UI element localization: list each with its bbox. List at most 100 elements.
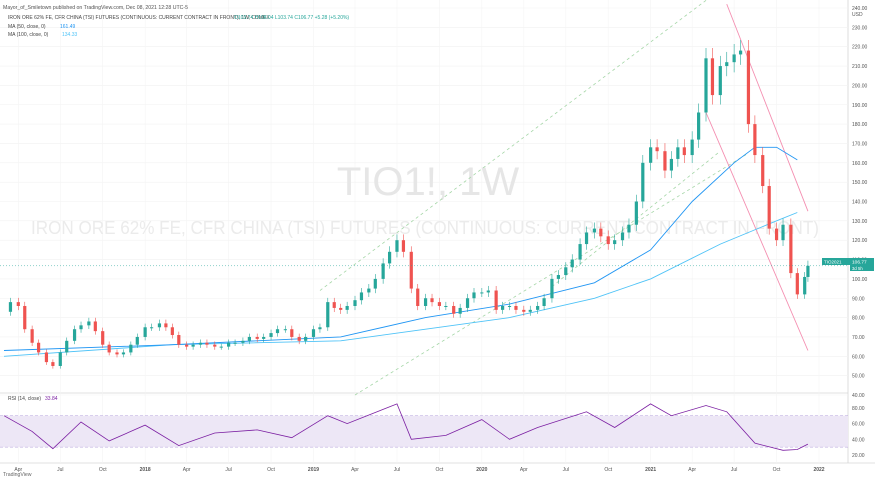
candle-body: [613, 240, 617, 245]
candle-body: [16, 302, 20, 306]
last-price-label: TIO2021: [824, 260, 842, 265]
time-tick-label: Oct: [436, 467, 444, 473]
downtrend-line: [726, 3, 809, 212]
candle-body: [283, 329, 287, 331]
time-tick-label: Apr: [351, 467, 359, 473]
candle-body: [143, 327, 147, 337]
candle-body: [227, 342, 231, 347]
candle-body: [480, 292, 484, 294]
candle-body: [663, 151, 667, 171]
candle-body: [669, 158, 674, 171]
candle-body: [556, 275, 561, 279]
ma50-label: MA (50, close, 0): [8, 24, 46, 30]
time-tick-label: Jul: [225, 467, 231, 473]
time-tick-label: Jul: [57, 467, 63, 473]
candle-body: [135, 336, 139, 345]
candle-body: [213, 344, 217, 347]
candle-body: [275, 329, 280, 334]
candle-body: [318, 327, 322, 330]
candle-body: [311, 329, 316, 337]
candle-body: [584, 232, 589, 245]
published-note: Mayor_of_Smiletown published on TradingV…: [3, 5, 188, 11]
watermark-name: IRON ORE 62% FE, CFR CHINA (TSI) FUTURES…: [31, 218, 819, 238]
candle-body: [8, 302, 13, 312]
candle-body: [761, 155, 765, 187]
candle-body: [746, 50, 751, 125]
candle-body: [738, 50, 743, 55]
candle-body: [641, 162, 645, 202]
price-tick-label: 180.00: [852, 122, 868, 128]
price-tick-label: 90.00: [852, 296, 865, 302]
price-tick-label: 130.00: [852, 219, 868, 225]
candle-body: [767, 186, 771, 229]
time-tick-label: Oct: [267, 467, 275, 473]
candle-body: [444, 305, 448, 307]
candle-body: [149, 327, 154, 329]
candle-body: [690, 139, 694, 156]
candle-body: [332, 302, 336, 308]
rsi-value: 33.84: [45, 396, 58, 402]
candle-body: [423, 298, 428, 306]
candle-body: [500, 305, 505, 310]
price-tick-label: 170.00: [852, 141, 868, 147]
candle-body: [806, 265, 810, 277]
rsi-band: [0, 415, 848, 448]
candle-body: [578, 244, 582, 260]
price-tick-label: 50.00: [852, 374, 865, 380]
candle-body: [718, 66, 722, 96]
candle-body: [606, 236, 610, 245]
candle-body: [72, 329, 77, 341]
candle-body: [297, 336, 301, 341]
symbol-line: IRON ORE 62% FE, CFR CHINA (TSI) FUTURES…: [8, 15, 270, 21]
time-tick-label: Apr: [14, 467, 22, 473]
time-tick-label: Oct: [773, 467, 781, 473]
candle-body: [627, 224, 631, 233]
price-tick-label: 150.00: [852, 180, 868, 186]
candle-body: [121, 352, 126, 355]
time-tick-label: Apr: [183, 467, 191, 473]
candle-body: [177, 335, 181, 345]
time-tick-label: Oct: [99, 467, 107, 473]
candle-body: [170, 327, 174, 336]
ma100-label: MA (100, close, 0): [8, 32, 49, 38]
candle-body: [704, 58, 708, 113]
candle-body: [634, 201, 638, 225]
candle-body: [339, 307, 343, 310]
price-tick-label: 160.00: [852, 161, 868, 167]
ohlc-values: O103.74 H108.04 L103.74 C106.77 +5.28 (+…: [234, 15, 349, 21]
last-price-badge: TIO2021 106.77 3d 5h: [822, 258, 874, 271]
time-tick-label: 2021: [645, 467, 656, 473]
candle-body: [655, 147, 659, 152]
candle-body: [465, 298, 470, 308]
candle-body: [514, 305, 518, 310]
price-axis[interactable]: 240.00 230.00 220.00 210.00 200.00 190.00 180.…: [852, 6, 868, 399]
rsi-line: [3, 403, 809, 451]
candle-body: [79, 325, 83, 330]
time-tick-label: Jul: [563, 467, 569, 473]
candle-body: [373, 278, 377, 289]
candle-body: [36, 342, 41, 353]
time-tick-label: Jul: [731, 467, 737, 473]
price-axis-unit: USD: [852, 12, 863, 18]
price-tick-label: 80.00: [852, 316, 865, 322]
candle-body: [359, 292, 364, 301]
time-tick-label: 2019: [308, 467, 319, 473]
candle-body: [367, 288, 371, 293]
time-tick-label: 2020: [476, 467, 487, 473]
candle-body: [353, 300, 357, 306]
candle-body: [164, 323, 168, 328]
time-axis[interactable]: Apr Jul Oct 2018 Apr Jul Oct 2019 Apr Jul Oct 2020 A…: [14, 467, 824, 473]
candle-body: [198, 342, 203, 345]
candle-body: [51, 362, 55, 366]
candle-body: [241, 340, 245, 343]
candle-body: [23, 305, 27, 330]
candle-body: [30, 329, 34, 343]
candle-body: [416, 288, 420, 306]
candle-body: [345, 305, 349, 310]
candle-body: [87, 321, 91, 326]
candle-body: [326, 302, 330, 328]
candle-body: [781, 224, 785, 241]
candle-body: [753, 124, 757, 156]
